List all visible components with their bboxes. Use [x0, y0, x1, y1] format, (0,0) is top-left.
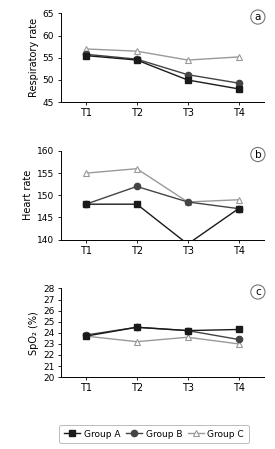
Y-axis label: Respiratory rate: Respiratory rate [29, 18, 38, 97]
Text: c: c [255, 287, 261, 297]
Y-axis label: Heart rate: Heart rate [23, 170, 33, 220]
Y-axis label: SpO₂ (%): SpO₂ (%) [29, 311, 39, 355]
Text: a: a [255, 12, 261, 22]
Text: b: b [255, 150, 261, 159]
Legend: Group A, Group B, Group C: Group A, Group B, Group C [59, 425, 249, 443]
